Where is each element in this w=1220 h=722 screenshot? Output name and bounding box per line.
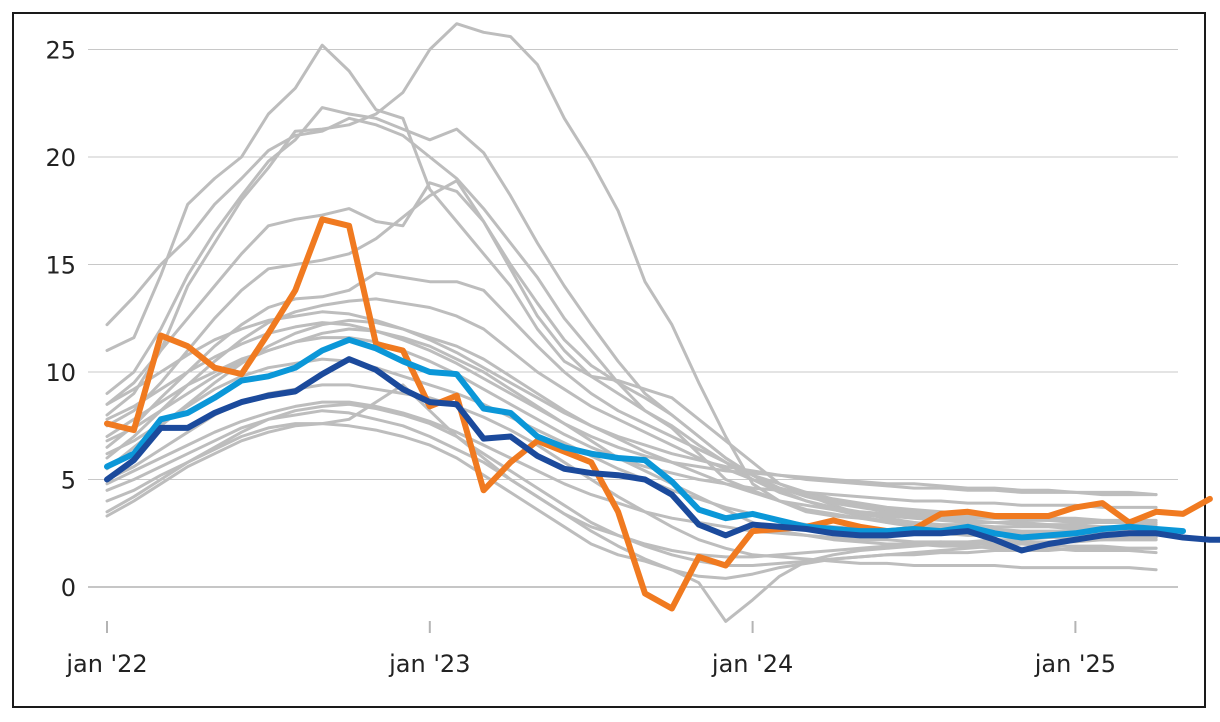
y-tick-label-10: 10 bbox=[45, 359, 76, 387]
series-line-grey-17 bbox=[105, 310, 1158, 497]
x-tick-label-0: jan '22 bbox=[65, 650, 147, 678]
series-line-light-blue bbox=[104, 336, 1186, 541]
y-tick-label-20: 20 bbox=[45, 144, 76, 172]
y-tick-label-0: 0 bbox=[61, 574, 76, 602]
series-line-grey-19 bbox=[105, 400, 1158, 550]
series-line-grey-20 bbox=[105, 336, 1158, 509]
x-tick-label-1: jan '23 bbox=[388, 650, 470, 678]
y-tick-label-25: 25 bbox=[45, 37, 76, 65]
series-line-grey-9 bbox=[105, 318, 1158, 531]
x-axis bbox=[106, 621, 1077, 633]
series-line-grey-3 bbox=[105, 22, 1158, 531]
series-line-grey-15 bbox=[105, 383, 1158, 559]
x-tick-label-3: jan '25 bbox=[1034, 650, 1116, 678]
x-tick-label-2: jan '24 bbox=[711, 650, 793, 678]
y-tick-label-15: 15 bbox=[45, 252, 76, 280]
y-tick-label-5: 5 bbox=[61, 467, 76, 495]
series-line-grey-18 bbox=[105, 321, 1158, 497]
x-axis-labels: jan '22 jan '23 jan '24 jan '25 bbox=[65, 650, 1116, 678]
series-line-orange bbox=[104, 216, 1213, 612]
y-axis-labels: 0 5 10 15 20 25 bbox=[45, 37, 76, 603]
grid-lines bbox=[88, 49, 1178, 588]
series-line-dark-blue bbox=[104, 356, 1220, 554]
highlight-series-group bbox=[104, 216, 1220, 612]
